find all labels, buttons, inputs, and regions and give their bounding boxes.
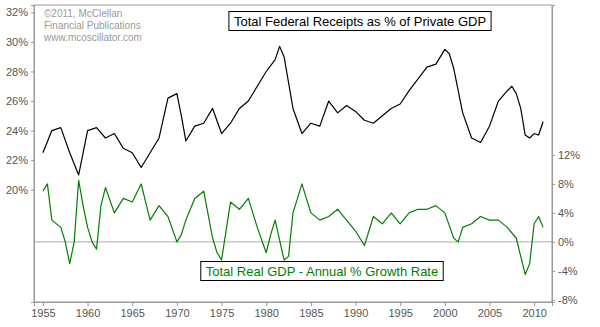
plot-area: [43, 46, 543, 274]
y-axis-line: [31, 6, 35, 303]
tick-mark: [31, 12, 34, 13]
tick-mark: [31, 71, 34, 72]
annotation: ©2011, McClellan: [44, 8, 122, 19]
tick-mark: [552, 155, 555, 156]
tick-mark: [552, 271, 555, 272]
tick: 24%: [6, 125, 34, 137]
tick: -8%: [552, 294, 578, 306]
tick-label: -8%: [558, 294, 578, 306]
tick-mark: [132, 302, 133, 306]
tick-label: 1995: [388, 307, 412, 319]
tick-label: 8%: [558, 178, 574, 190]
label-box: [229, 12, 491, 31]
tick-label: 1965: [120, 307, 144, 319]
zero-line: [34, 241, 552, 242]
tick-label: 1970: [165, 307, 189, 319]
tick: 28%: [6, 66, 34, 78]
tick-label: 1960: [76, 307, 100, 319]
tick-mark: [534, 302, 535, 306]
tick: 1975: [210, 302, 234, 319]
tick: 1990: [344, 302, 368, 319]
tick-label: 1975: [210, 307, 234, 319]
tick: 26%: [6, 95, 34, 107]
tick: 1960: [76, 302, 100, 319]
tick: 2000: [433, 302, 457, 319]
tick-label: 2005: [478, 307, 502, 319]
tick: 2010: [522, 302, 546, 319]
tick-mark: [356, 302, 357, 306]
tick: -4%: [552, 265, 578, 277]
annotation: www.mcoscillator.com: [43, 32, 142, 43]
tick-label: 26%: [6, 95, 28, 107]
tick: 8%: [552, 178, 574, 190]
tick-label: 22%: [6, 154, 28, 166]
tick-mark: [552, 242, 555, 243]
y2-axis: -8% -4% 0% 4% 8% 12%: [552, 6, 580, 306]
tick-mark: [222, 302, 223, 306]
y-axis: 20% 22% 24% 26% 28% 30% 32%: [6, 6, 35, 303]
tick-label: 1985: [299, 307, 323, 319]
tick: 30%: [6, 36, 34, 48]
tick: 4%: [552, 207, 574, 219]
tick: 32%: [6, 6, 34, 18]
tick: 1980: [254, 302, 278, 319]
tick: 1995: [388, 302, 412, 319]
tick-mark: [489, 302, 490, 306]
tick-label: 30%: [6, 36, 28, 48]
label-box: [201, 262, 443, 281]
tick-label: 0%: [558, 236, 574, 248]
tick-label: 2010: [522, 307, 546, 319]
tick: 12%: [552, 149, 580, 161]
tick-mark: [88, 302, 89, 306]
tick: 20%: [6, 184, 34, 196]
series-name: Total Real GDP - Annual % Growth Rate: [206, 264, 438, 279]
series-line: [43, 46, 543, 175]
x-axis: 1955 1960 1965 1970 1975 1980 1985 1990 1995 2000…: [31, 302, 552, 319]
tick: 0%: [552, 236, 574, 248]
annotation: Financial Publications: [44, 20, 141, 31]
tick-mark: [266, 302, 267, 306]
tick-mark: [552, 213, 555, 214]
tick-mark: [552, 184, 555, 185]
series-label: Total Federal Receipts as % of Private G…: [229, 12, 491, 31]
plot-frame: [34, 5, 552, 302]
tick-mark: [31, 101, 34, 102]
tick-label: 24%: [6, 125, 28, 137]
tick: 1985: [299, 302, 323, 319]
x-axis-line: [35, 303, 553, 307]
series-label: Total Real GDP - Annual % Growth Rate: [201, 262, 443, 281]
tick-label: 32%: [6, 6, 28, 18]
series-line: [43, 180, 543, 274]
tick-mark: [177, 302, 178, 306]
tick-mark: [43, 302, 44, 306]
tick-label: 2000: [433, 307, 457, 319]
tick: 22%: [6, 154, 34, 166]
tick-label: 1990: [344, 307, 368, 319]
tick-label: -4%: [558, 265, 578, 277]
tick-label: 4%: [558, 207, 574, 219]
tick-mark: [400, 302, 401, 306]
tick: 1970: [165, 302, 189, 319]
tick-mark: [31, 160, 34, 161]
tick: 2005: [478, 302, 502, 319]
tick-mark: [31, 42, 34, 43]
tick-mark: [552, 300, 555, 301]
tick-label: 1955: [31, 307, 55, 319]
tick-label: 1980: [254, 307, 278, 319]
tick-mark: [31, 131, 34, 132]
tick-mark: [445, 302, 446, 306]
y2-axis-line: [553, 6, 556, 303]
tick-mark: [311, 302, 312, 306]
chart: 1955 1960 1965 1970 1975 1980 1985 1990 1995 2000…: [0, 0, 600, 327]
tick-label: 20%: [6, 184, 28, 196]
tick: 1955: [31, 302, 55, 319]
series-name: Total Federal Receipts as % of Private G…: [234, 14, 486, 29]
tick-label: 12%: [558, 149, 580, 161]
tick-mark: [31, 190, 34, 191]
tick-label: 28%: [6, 66, 28, 78]
tick: 1965: [120, 302, 144, 319]
